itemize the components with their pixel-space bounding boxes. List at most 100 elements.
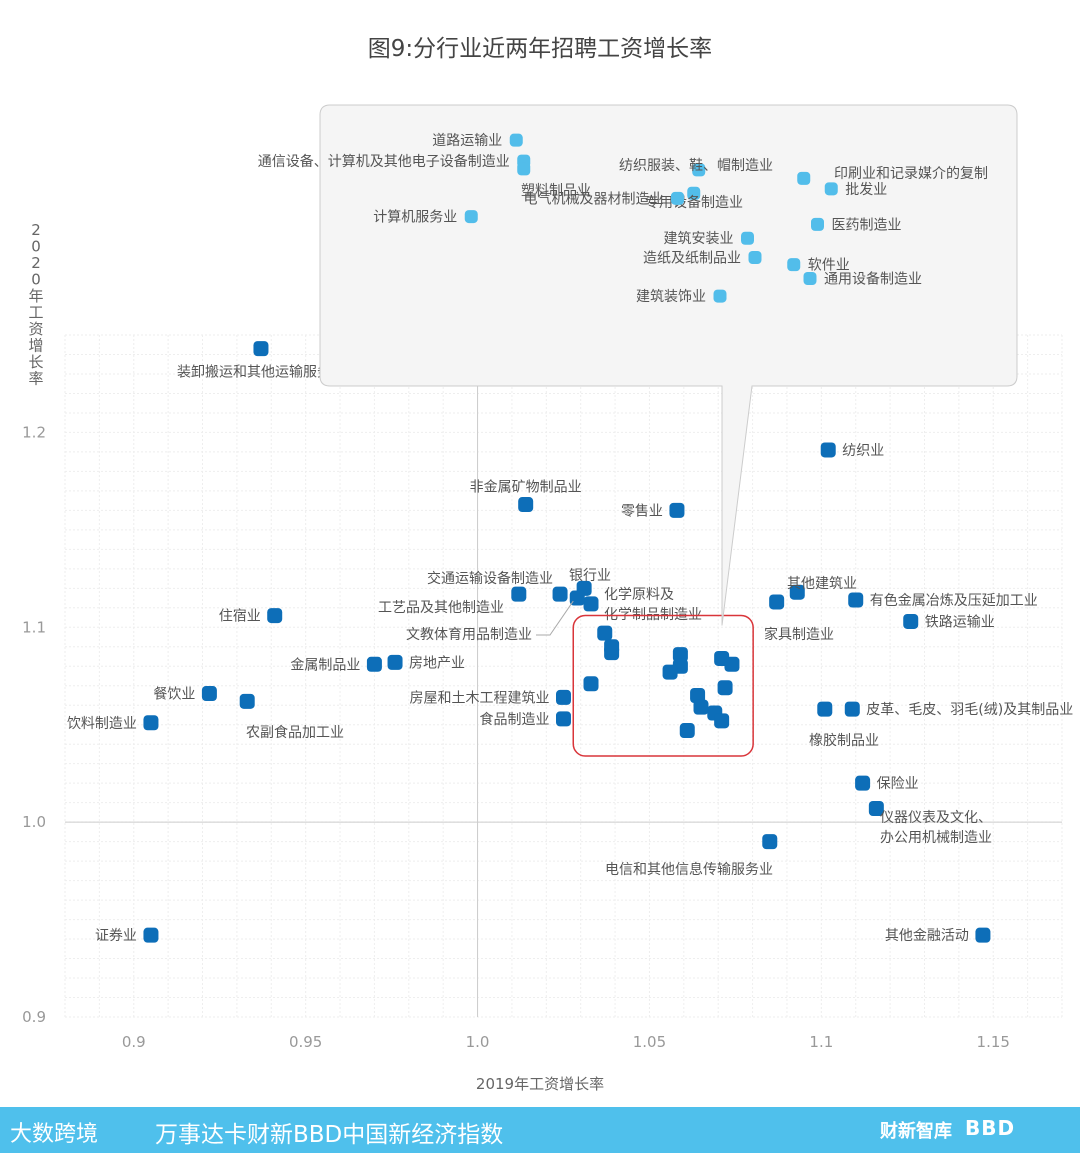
scatter-chart: 图9:分行业近两年招聘工资增长率 0.9 0.95 1.0 1.05 1.1 1.15 0… (22, 36, 1073, 1093)
inset-point (692, 163, 706, 177)
point-label: 电气机械及器材制造业 (524, 191, 664, 207)
point-label: 橡胶制品业 (809, 732, 879, 749)
inset-point (713, 289, 727, 303)
point-label: 软件业 (808, 258, 850, 274)
inset-point (787, 258, 801, 272)
data-point (975, 927, 991, 943)
point-label: 造纸及纸制品业 (643, 251, 741, 267)
data-point (143, 927, 159, 943)
data-point (844, 701, 860, 717)
data-point (267, 608, 283, 624)
data-point (201, 686, 217, 702)
partner-logo-bbd: BBD (965, 1116, 1016, 1140)
y-tick-label: 1.1 (22, 618, 46, 636)
data-point (387, 654, 403, 670)
y-tick-label: 1.0 (22, 813, 46, 831)
point-label: 建筑安装业 (664, 231, 734, 247)
data-points: 装卸搬运和其他运输服务业纺织业非金属矿物制品业零售业交通运输设备制造业工艺品及其… (67, 341, 1073, 944)
point-label: 通用设备制造业 (824, 270, 922, 287)
point-label: 饮料制造业 (67, 716, 137, 732)
inset-point (517, 162, 531, 176)
data-point (569, 590, 585, 606)
cluster-point (724, 656, 740, 672)
point-label: 交通运输设备制造业 (427, 570, 553, 587)
x-axis-label: 2019年工资增长率 (476, 1075, 604, 1093)
point-label: 纺织服装、鞋、帽制造业 (619, 158, 773, 174)
inset-callout (319, 104, 1018, 626)
inset-point (797, 171, 811, 185)
data-point (556, 711, 571, 727)
point-label: 金属制品业 (290, 657, 360, 673)
data-point (239, 693, 255, 709)
cluster-point (597, 625, 613, 641)
brand-logo: 大数跨境 (10, 1122, 99, 1147)
point-label: 批发业 (845, 182, 887, 198)
inset-point (509, 133, 523, 147)
point-label: 其他建筑业 (787, 576, 857, 592)
data-point (855, 775, 871, 791)
data-point (366, 656, 382, 672)
cluster-point (679, 723, 695, 739)
data-point (903, 613, 919, 629)
x-tick-label: 1.15 (977, 1033, 1010, 1051)
inset-point (824, 182, 838, 196)
point-label: 食品制造业 (480, 711, 550, 728)
data-point (583, 596, 599, 612)
point-label: 塑料制品业 (521, 183, 591, 199)
x-axis-ticks: 0.9 0.95 1.0 1.05 1.1 1.15 (122, 1033, 1010, 1051)
cluster-point (672, 647, 688, 663)
y-tick-label: 0.9 (22, 1008, 46, 1026)
point-label: 装卸搬运和其他运输服务业 (177, 365, 345, 381)
point-label: 医药制造业 (832, 217, 902, 233)
cluster-point (662, 664, 678, 680)
y-axis-ticks: 0.9 1.0 1.1 1.2 (22, 423, 46, 1026)
data-point (769, 594, 785, 610)
point-label: 印刷业和记录媒介的复制 (834, 165, 988, 182)
point-label: 通信设备、计算机及其他电子设备制造业 (258, 153, 510, 170)
inset-point (687, 186, 701, 200)
data-point (669, 502, 685, 518)
point-label: 住宿业 (219, 608, 261, 625)
inset-point (741, 231, 754, 245)
cluster-point (693, 699, 709, 715)
zoom-highlight-box (572, 614, 754, 757)
inset-point (803, 271, 817, 285)
index-name: 万事达卡财新BBD中国新经济指数 (155, 1122, 504, 1148)
partner-logo-caixin: 财新智库 (880, 1121, 952, 1142)
point-label: 专用设备制造业 (645, 194, 743, 211)
y-axis-label: 2 0 2 0 年工资增长率 (28, 221, 43, 388)
inset-point (748, 251, 762, 265)
point-label: 保险业 (877, 776, 919, 792)
point-label: 零售业 (621, 503, 663, 519)
point-label: 其他金融活动 (885, 928, 969, 944)
leader-line (536, 600, 574, 636)
point-label: 铁路运输业 (925, 614, 995, 630)
data-point (820, 442, 836, 458)
data-point (762, 834, 778, 850)
x-tick-label: 1.05 (633, 1033, 666, 1051)
data-point (511, 586, 527, 602)
cluster-point (717, 680, 733, 696)
inset-point (811, 217, 824, 231)
data-point (253, 341, 269, 357)
point-label: 有色金属冶炼及压延加工业 (870, 592, 1038, 609)
point-label: 银行业 (569, 568, 611, 584)
cluster-points (583, 625, 740, 739)
point-label: 文教体育用品制造业 (406, 627, 532, 643)
point-label: 仪器仪表及文化、办公用机械制造业 (880, 810, 992, 846)
point-label: 道路运输业 (432, 133, 502, 149)
data-point (868, 801, 884, 817)
inset-point (671, 191, 684, 205)
point-label: 农副食品加工业 (246, 724, 344, 741)
x-tick-label: 0.9 (122, 1033, 146, 1051)
point-label: 工艺品及其他制造业 (378, 600, 504, 616)
point-label: 非金属矿物制品业 (470, 480, 582, 496)
cluster-point (690, 687, 706, 703)
x-tick-label: 1.0 (466, 1033, 490, 1051)
x-tick-label: 0.95 (289, 1033, 322, 1051)
data-point (817, 701, 833, 717)
inset-point (464, 210, 478, 224)
point-label: 房屋和土木工程建筑业 (410, 690, 550, 706)
point-label: 纺织业 (842, 443, 884, 459)
